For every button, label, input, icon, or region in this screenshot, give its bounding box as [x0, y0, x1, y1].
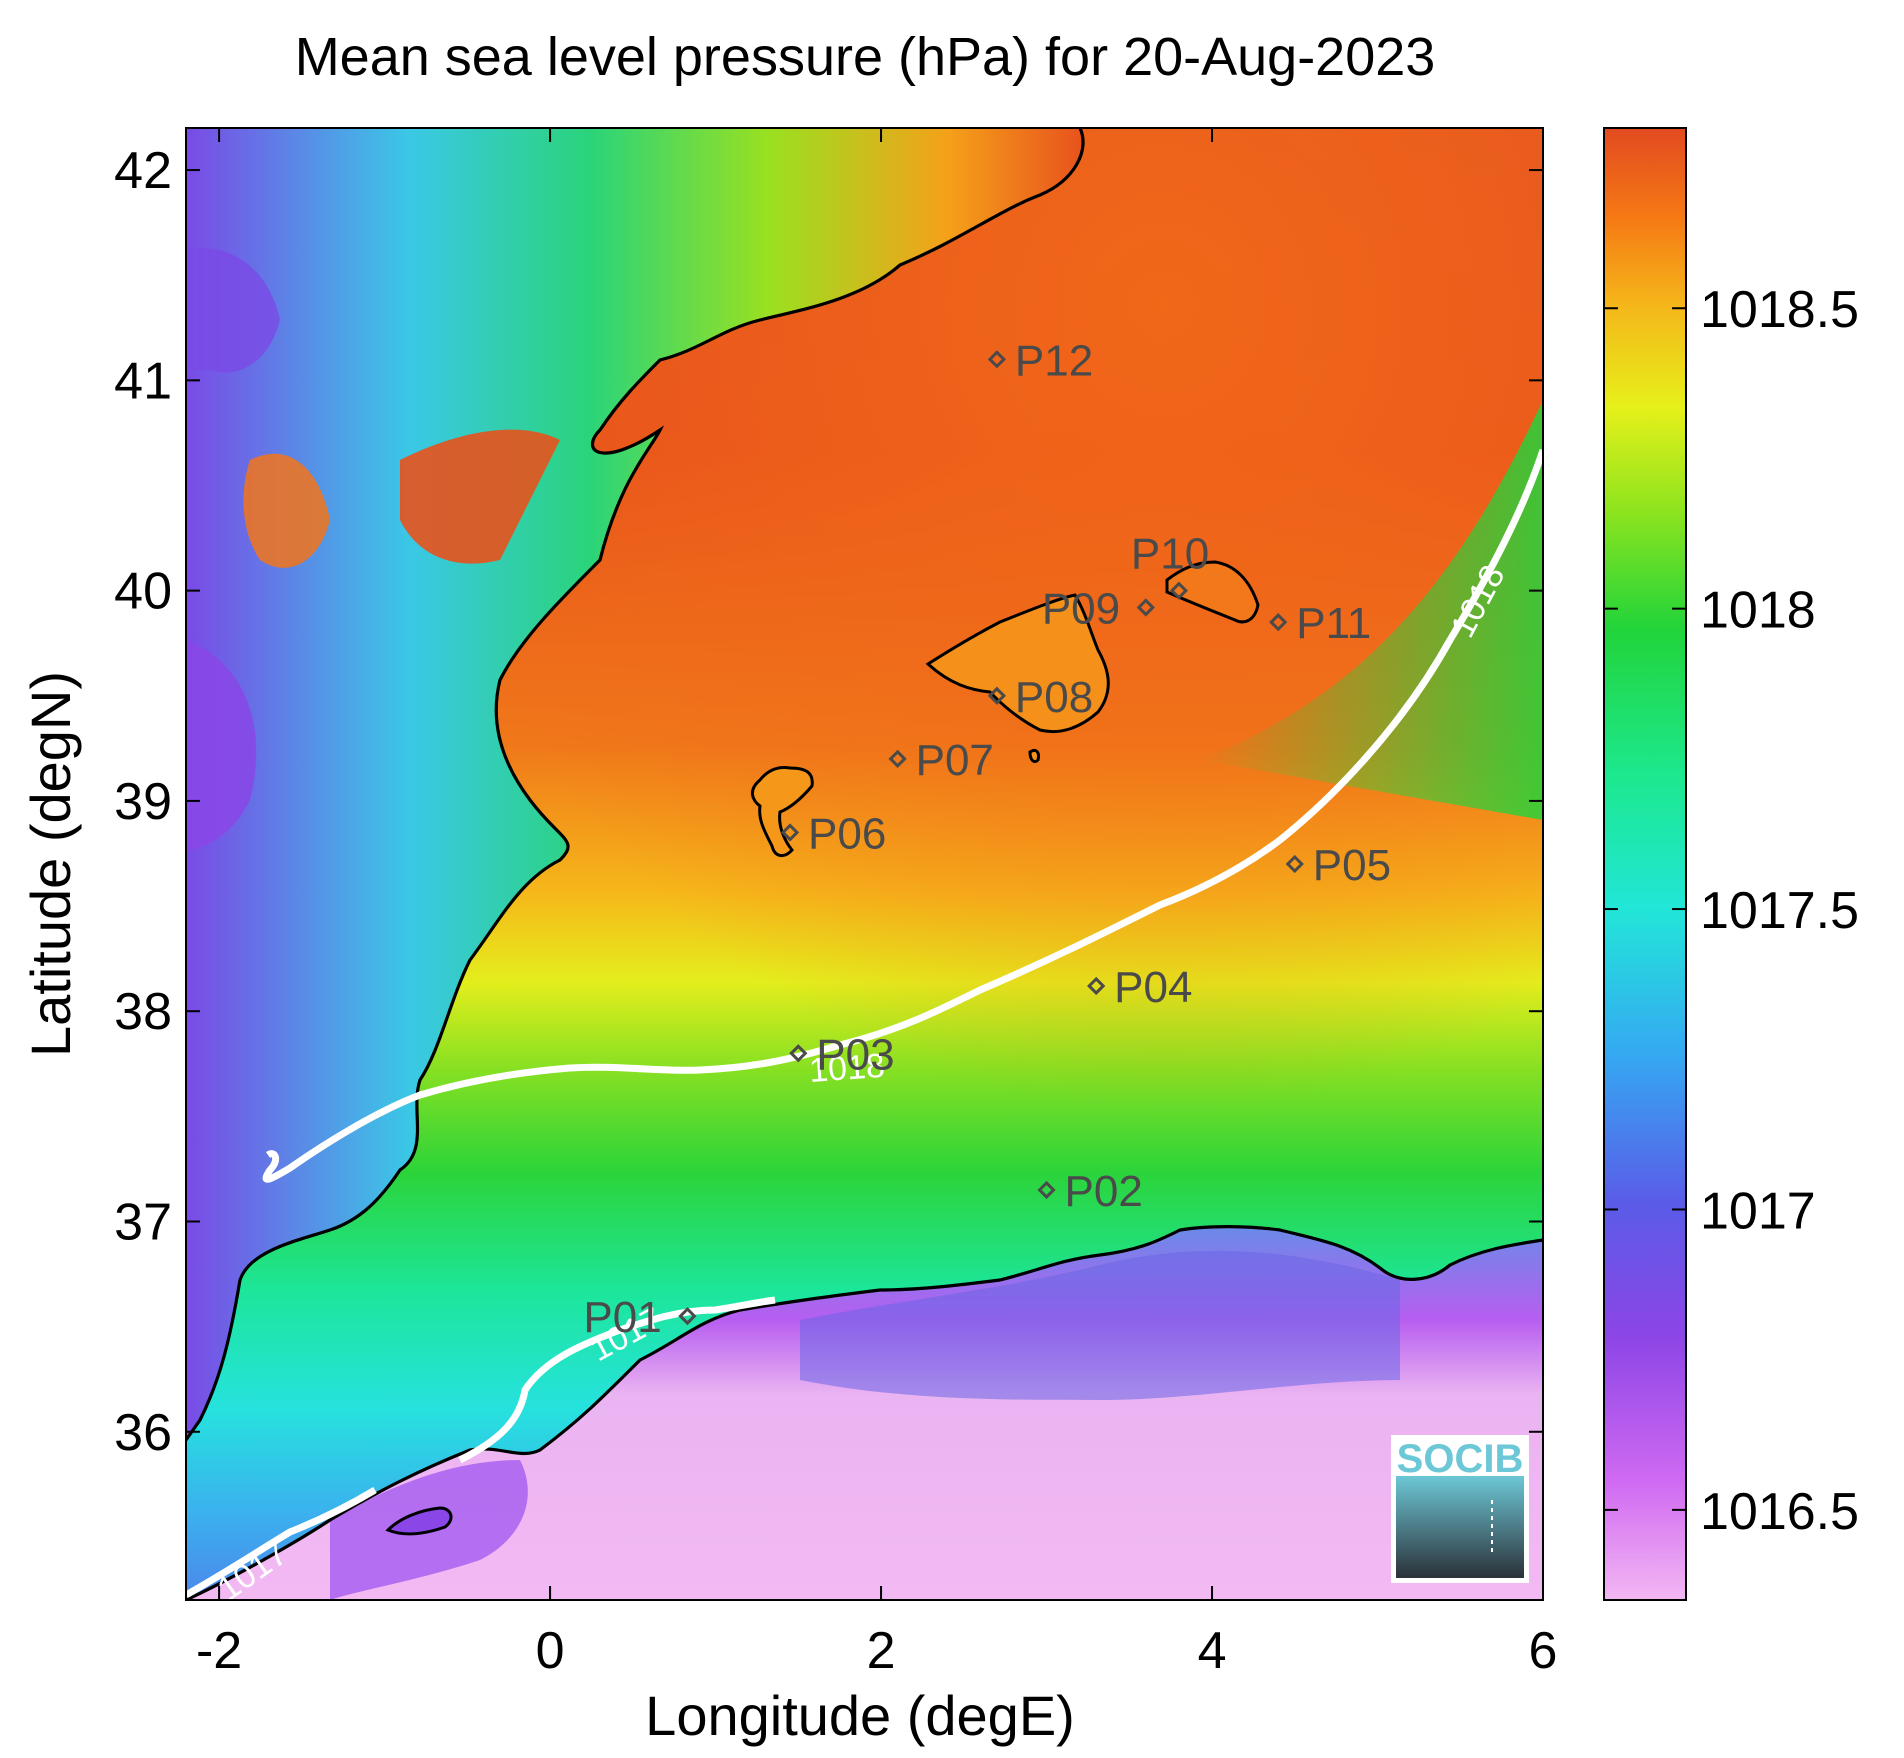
colorbar-tick-label: 1018.5: [1700, 281, 1859, 339]
socib-logo: SOCIB: [1391, 1435, 1529, 1583]
station-diamond-icon: [1269, 613, 1288, 632]
iberia-red-highlands: [400, 429, 560, 564]
contour-label-1018-south: 1018: [808, 1047, 886, 1090]
station-p02[interactable]: P02: [1037, 1167, 1143, 1216]
mallorca-island: [925, 593, 1110, 734]
station-p07[interactable]: P07: [888, 736, 994, 785]
x-axis-label: Longitude (degE): [645, 1684, 1075, 1747]
menorca-island: [1165, 560, 1260, 624]
east-green-overlay: [1200, 400, 1543, 820]
y-tick-label: 41: [114, 352, 172, 410]
colorbar-tick-label: 1016.5: [1700, 1483, 1859, 1541]
socib-logo-gradient: [1396, 1476, 1524, 1578]
station-p04[interactable]: P04: [1087, 963, 1192, 1012]
station-p03[interactable]: P03: [789, 1030, 895, 1079]
station-diamond-icon: [987, 686, 1007, 705]
iberia-coastline: [186, 128, 1085, 1441]
y-axis: 36 37 38 39 40 41 42: [114, 142, 1543, 1462]
alboran-island: [385, 1506, 453, 1536]
station-p11[interactable]: P11: [1269, 599, 1371, 648]
map-plot-area: [186, 128, 1543, 1600]
station-p12[interactable]: P12: [987, 336, 1093, 385]
station-label: P09: [1042, 584, 1120, 633]
station-p01[interactable]: P01: [583, 1293, 697, 1342]
iberia-purple-interior-2: [186, 640, 257, 850]
iberia-red-highlands-2: [243, 453, 330, 568]
station-label: P08: [1015, 673, 1093, 722]
x-tick-label: 2: [867, 1622, 896, 1680]
contour-1017: [186, 1296, 776, 1599]
x-tick-label: 4: [1198, 1622, 1227, 1680]
y-tick-label: 37: [114, 1193, 172, 1251]
station-diamond-icon: [1037, 1180, 1056, 1200]
x-tick-label: -2: [196, 1622, 242, 1680]
station-diamond-icon: [789, 1044, 808, 1063]
station-diamond-icon: [1136, 598, 1155, 617]
station-p09[interactable]: P09: [1042, 584, 1155, 633]
station-diamond-icon: [780, 823, 800, 842]
station-label: P02: [1065, 1167, 1143, 1216]
iberia-purple-interior: [186, 248, 280, 373]
y-axis-label: Latitude (degN): [19, 671, 82, 1057]
y-tick-label: 40: [114, 563, 172, 621]
contour-1018: [262, 448, 1543, 1183]
station-p10[interactable]: P10: [1131, 530, 1209, 600]
colorbar-tick-label: 1018: [1700, 582, 1816, 640]
station-label: P07: [916, 736, 994, 785]
y-tick-label: 36: [114, 1404, 172, 1462]
station-p06[interactable]: P06: [780, 809, 886, 858]
station-label: P10: [1131, 530, 1209, 579]
station-label: P06: [808, 809, 886, 858]
socib-logo-text: SOCIB: [1397, 1437, 1524, 1481]
station-diamond-icon: [1285, 854, 1304, 874]
colorbar-tick-label: 1017.5: [1700, 882, 1859, 940]
y-tick-label: 39: [114, 773, 172, 831]
station-label: P11: [1296, 599, 1371, 648]
y-tick-label: 42: [114, 142, 172, 200]
x-tick-label: 0: [536, 1622, 565, 1680]
station-label: P05: [1313, 841, 1391, 890]
station-p05[interactable]: P05: [1285, 841, 1391, 890]
colorbar-ticks: 1016.5 1017 1017.5 1018 1018.5: [1604, 281, 1859, 1541]
colorbar: 1016.5 1017 1017.5 1018 1018.5: [1603, 127, 1859, 1601]
station-label: P04: [1114, 963, 1192, 1012]
africa-coastline: [186, 1225, 1543, 1600]
y-tick-label: 38: [114, 983, 172, 1041]
station-label: P01: [583, 1293, 661, 1342]
x-axis: -2 0 2 4 6: [196, 128, 1557, 1680]
station-diamond-icon: [1087, 976, 1106, 996]
africa-blue-band: [800, 1250, 1400, 1400]
colorbar-gradient: [1603, 127, 1687, 1601]
station-p08[interactable]: P08: [987, 673, 1093, 722]
station-label: P03: [816, 1030, 894, 1079]
station-diamond-icon: [987, 350, 1007, 369]
plot-frame: [185, 127, 1544, 1601]
station-label: P12: [1015, 336, 1093, 385]
station-diamond-icon: [1169, 581, 1189, 600]
cabrera-island: [1028, 748, 1040, 764]
station-diamond-icon: [888, 749, 907, 768]
x-tick-label: 6: [1529, 1622, 1558, 1680]
colorbar-tick-label: 1017: [1700, 1182, 1816, 1240]
map-title: Mean sea level pressure (hPa) for 20-Aug…: [295, 27, 1436, 87]
station-diamond-icon: [678, 1306, 697, 1326]
